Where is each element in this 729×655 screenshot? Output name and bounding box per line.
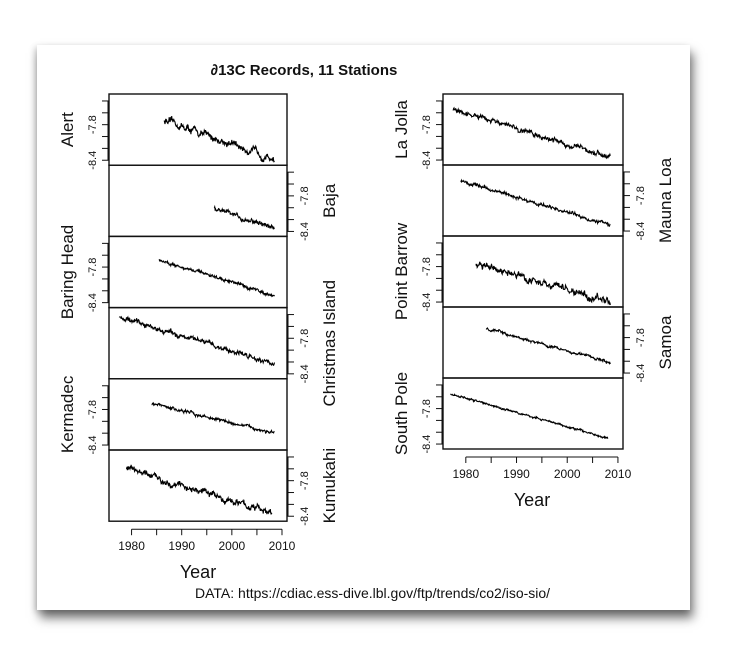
chart-title: ∂13C Records, 11 Stations [211, 62, 398, 79]
y-tick-label: -8.4 [421, 151, 433, 170]
y-tick-label: -8.4 [421, 435, 433, 454]
y-tick-label: -7.8 [87, 258, 99, 277]
station-label: Point Barrow [392, 222, 411, 320]
series-line-mauna-loa [460, 178, 611, 228]
panel-frame-point-barrow [442, 235, 624, 308]
y-tick-label: -8.4 [635, 364, 647, 383]
y-tick-label: -7.8 [635, 186, 647, 205]
x-tick-label: 2010 [269, 539, 296, 553]
station-label: Baring Head [58, 225, 77, 320]
y-tick-label: -8.4 [87, 151, 99, 170]
y-tick-label: -7.8 [299, 329, 311, 348]
panel-frame-kermadec [108, 378, 288, 451]
series-line-christmas-island [118, 315, 276, 367]
x-tick-label: 2000 [218, 539, 245, 553]
x-tick-label: 2010 [605, 467, 632, 481]
y-tick-label: -8.4 [87, 436, 99, 455]
series-line-la-jolla [452, 106, 611, 160]
y-tick-label: -7.8 [87, 115, 99, 134]
panel-frame-mauna-loa [442, 164, 624, 237]
series-line-kumukahi [125, 464, 273, 516]
station-label: Kermadec [58, 375, 77, 453]
station-label: Kumukahi [320, 448, 339, 524]
panel-frame-alert [108, 93, 288, 166]
series-line-point-barrow [475, 261, 611, 306]
y-tick-label: -7.8 [635, 328, 647, 347]
data-source-caption: DATA: https://cdiac.ess-dive.lbl.gov/ftp… [195, 585, 550, 601]
station-label: Baja [320, 183, 339, 218]
station-label: South Pole [392, 372, 411, 455]
station-label: Samoa [656, 315, 675, 369]
y-tick-label: -7.8 [421, 399, 433, 418]
y-tick-label: -7.8 [299, 186, 311, 205]
station-label: Alert [58, 112, 77, 147]
x-axis-label-left: Year [180, 562, 216, 582]
x-tick-label: 1990 [503, 467, 530, 481]
station-label: Mauna Loa [656, 157, 675, 243]
series-line-samoa [485, 327, 611, 365]
x-tick-label: 1990 [168, 539, 195, 553]
series-line-kermadec [151, 401, 275, 435]
y-tick-label: -8.4 [299, 364, 311, 383]
y-tick-label: -8.4 [421, 293, 433, 312]
y-tick-label: -8.4 [635, 222, 647, 241]
y-tick-label: -7.8 [421, 257, 433, 276]
y-tick-label: -8.4 [87, 293, 99, 312]
y-tick-label: -7.8 [299, 471, 311, 490]
y-tick-label: -7.8 [87, 400, 99, 419]
x-tick-label: 1980 [452, 467, 479, 481]
x-tick-label: 2000 [554, 467, 581, 481]
chart-svg: ∂13C Records, 11 Stations -7.8-8.4Alert-… [58, 62, 675, 601]
y-tick-label: -8.4 [299, 507, 311, 526]
plots-group: -7.8 -8.4 Alert -7.8 -8.4 Baja -7.8 -8.4 Baring … [58, 93, 675, 553]
panel-frame-christmas-island [108, 306, 288, 380]
series-line-baja [213, 204, 275, 230]
series-line-baring-head [158, 258, 275, 298]
station-label: Christmas Island [320, 280, 339, 407]
station-label: La Jolla [392, 100, 411, 159]
panel-frame-south-pole [442, 377, 624, 450]
series-line-south-pole [450, 393, 609, 440]
figure-card: ∂13C Records, 11 Stations -7.8 -8.4 Alert -… [37, 45, 690, 610]
series-line-alert [163, 115, 275, 163]
x-tick-label: 1980 [118, 539, 145, 553]
panel-frame-kumukahi [108, 449, 288, 522]
y-tick-label: -7.8 [421, 115, 433, 134]
x-axis-label-right: Year [514, 490, 550, 510]
panel-frame-samoa [442, 306, 624, 379]
y-tick-label: -8.4 [299, 222, 311, 241]
panel-frame-baja [108, 164, 288, 238]
